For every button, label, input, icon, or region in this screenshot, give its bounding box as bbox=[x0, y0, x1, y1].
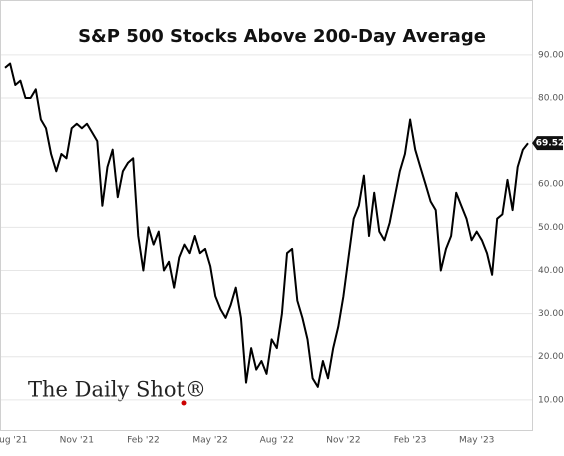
x-tick-label: Feb '22 bbox=[127, 436, 160, 446]
last-value-label: 69.52 bbox=[536, 139, 564, 149]
x-tick-label: Aug '21 bbox=[0, 436, 27, 446]
last-value-tag bbox=[532, 136, 563, 151]
y-tick-label: 80.00 bbox=[538, 93, 564, 103]
chart-title: S&P 500 Stocks Above 200-Day Average bbox=[78, 26, 486, 47]
y-tick-label: 30.00 bbox=[538, 309, 564, 319]
x-tick-label: May '23 bbox=[459, 436, 494, 446]
x-tick-label: Nov '21 bbox=[60, 436, 94, 446]
y-tick-label: 60.00 bbox=[538, 180, 564, 190]
plot-frame bbox=[0, 0, 533, 431]
y-tick-label: 10.00 bbox=[538, 395, 564, 405]
x-tick-label: May '22 bbox=[192, 436, 227, 446]
x-tick-label: Nov '22 bbox=[326, 436, 360, 446]
x-tick-label: Feb '23 bbox=[394, 436, 427, 446]
watermark-dot bbox=[181, 400, 187, 406]
y-tick-label: 50.00 bbox=[538, 223, 564, 233]
y-tick-label: 40.00 bbox=[538, 266, 564, 276]
x-tick-label: Aug '22 bbox=[260, 436, 294, 446]
line bbox=[4, 62, 529, 388]
watermark: The Daily Shot® bbox=[28, 378, 206, 402]
y-tick-label: 20.00 bbox=[538, 352, 564, 362]
y-tick-label: 90.00 bbox=[538, 50, 564, 60]
